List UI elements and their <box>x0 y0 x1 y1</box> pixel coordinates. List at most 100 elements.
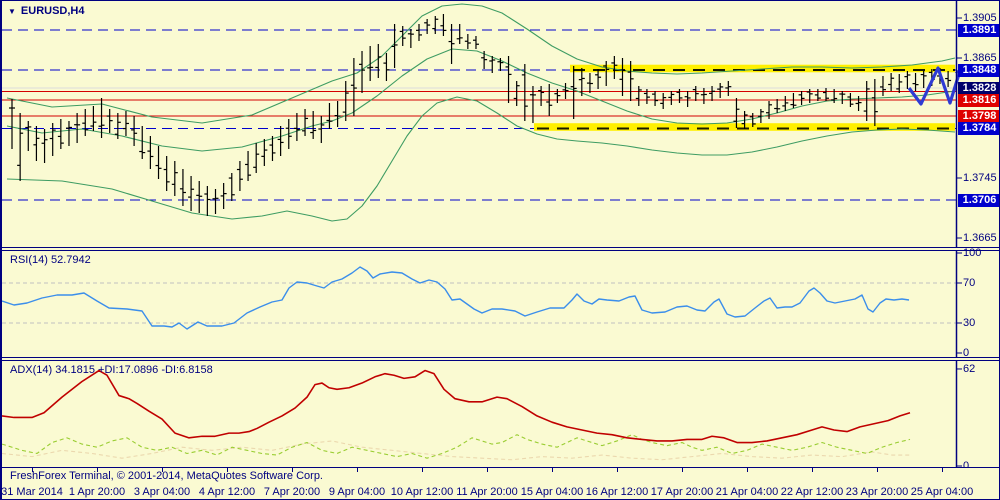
ohlc-bar <box>513 81 520 106</box>
ohlc-bar <box>391 24 398 68</box>
price-tick-label: 1.3745 <box>963 172 997 184</box>
time-tick-label: 21 Apr 04:00 <box>715 486 779 498</box>
time-tick-label: 22 Apr 12:00 <box>780 486 844 498</box>
ohlc-bar <box>790 93 797 108</box>
price-level-badge: 1.3706 <box>958 193 999 207</box>
price-level-badge: 1.3784 <box>958 121 999 135</box>
ohlc-bar <box>416 24 422 41</box>
bollinger-lower <box>6 96 956 222</box>
rsi-tick-label: 0 <box>963 347 970 359</box>
ohlc-bar <box>407 29 414 48</box>
adx-panel[interactable]: ADX(14) 34.1815 +DI:17.0896 -DI:6.8158 6… <box>2 361 1000 472</box>
time-tick-label: 3 Apr 04:00 <box>133 486 191 498</box>
ohlc-bar <box>717 83 724 98</box>
ohlc-bar <box>163 156 170 191</box>
plus-di-line <box>2 434 911 459</box>
ohlc-bar <box>700 88 707 104</box>
price-level-badge: 1.3828 <box>958 81 999 95</box>
ohlc-bar <box>595 69 602 89</box>
ohlc-bar <box>253 143 260 173</box>
ohlc-bar <box>570 66 577 119</box>
time-tick <box>292 468 293 472</box>
price-tick-label: 1.3905 <box>963 12 997 24</box>
ohlc-bar <box>155 146 162 179</box>
zigzag-annotation <box>907 66 961 106</box>
ohlc-bar <box>25 121 32 151</box>
rsi-chart-canvas[interactable] <box>2 251 1000 357</box>
ohlc-bar <box>855 96 862 111</box>
ohlc-bar <box>798 91 805 105</box>
ohlc-bar <box>179 169 186 206</box>
ohlc-bar <box>318 116 325 143</box>
ohlc-bar <box>131 116 138 146</box>
ohlc-bar <box>285 119 292 149</box>
time-tick <box>617 468 618 472</box>
panel-separator[interactable] <box>2 357 999 361</box>
ohlc-bar <box>562 83 569 99</box>
time-tick <box>227 468 228 472</box>
ohlc-bar <box>481 51 488 69</box>
adx-label: ADX(14) 34.1815 +DI:17.0896 -DI:6.8158 <box>10 364 213 376</box>
chevron-down-icon[interactable]: ▼ <box>8 6 16 16</box>
time-tick-label: 4 Apr 12:00 <box>198 486 256 498</box>
time-tick-label: 31 Mar 2014 <box>1 486 63 498</box>
price-level-badge: 1.3816 <box>958 93 999 107</box>
price-tick-label: 1.3865 <box>963 52 997 64</box>
time-tick-label: 15 Apr 04:00 <box>520 486 584 498</box>
ohlc-bar <box>709 86 716 101</box>
ohlc-bar <box>611 56 618 79</box>
time-tick-label: 17 Apr 20:00 <box>650 486 714 498</box>
ohlc-bar <box>652 91 659 106</box>
ohlc-bar <box>497 58 504 71</box>
adx-tick-label: 62 <box>963 362 976 375</box>
ohlc-bar <box>269 136 276 161</box>
ohlc-bar <box>367 46 374 81</box>
ohlc-bar <box>472 36 479 49</box>
ohlc-bar <box>578 68 585 96</box>
ohlc-bar <box>440 14 447 36</box>
ohlc-bar <box>326 103 333 129</box>
ohlc-bar <box>831 89 838 103</box>
copyright-text: FreshForex Terminal, © 2001-2014, MetaQu… <box>10 470 323 482</box>
price-level-badge: 1.3848 <box>958 63 999 77</box>
ohlc-bar <box>448 24 455 64</box>
ohlc-bar <box>228 173 235 201</box>
ohlc-bar <box>375 44 382 78</box>
time-tick <box>357 468 358 472</box>
price-chart-canvas[interactable] <box>2 1 1000 247</box>
ohlc-bar <box>464 34 471 49</box>
rsi-line <box>2 266 910 330</box>
adx-chart-canvas[interactable] <box>2 361 1000 467</box>
footer: FreshForex Terminal, © 2001-2014, MetaQu… <box>1 467 999 499</box>
ohlc-bar <box>676 89 683 103</box>
chart-title[interactable]: ▼ EURUSD,H4 <box>8 5 85 17</box>
ohlc-bar <box>277 126 284 156</box>
rsi-panel[interactable]: RSI(14) 52.7942 100 70 30 0 <box>2 247 1000 359</box>
ohlc-bar <box>82 109 89 136</box>
panel-separator[interactable] <box>2 247 999 251</box>
ohlc-bar <box>236 161 243 191</box>
ohlc-bar <box>350 58 357 116</box>
ohlc-bar <box>245 151 252 181</box>
ohlc-bar <box>896 74 903 93</box>
time-tick-label: 11 Apr 20:00 <box>456 486 518 498</box>
main-chart-panel[interactable]: ▼ EURUSD,H4 1.3905 1.3865 1.3745 1.3665 1.38… <box>2 1 1000 247</box>
ohlc-bar <box>220 183 227 209</box>
ohlc-bar <box>261 139 268 166</box>
ohlc-bar <box>114 113 121 139</box>
ohlc-bar <box>725 81 732 96</box>
ohlc-bar <box>302 109 309 136</box>
time-tick <box>487 468 488 472</box>
time-tick <box>552 468 553 472</box>
time-tick <box>747 468 748 472</box>
ohlc-bar <box>17 113 24 181</box>
ohlc-bar <box>879 76 886 96</box>
ohlc-bar <box>293 113 300 141</box>
ohlc-bar <box>749 113 756 127</box>
time-tick <box>97 468 98 472</box>
price-tick-label: 1.3665 <box>963 232 997 244</box>
ohlc-bar <box>538 86 545 106</box>
ohlc-bar <box>945 71 952 87</box>
ohlc-bar <box>684 91 691 107</box>
